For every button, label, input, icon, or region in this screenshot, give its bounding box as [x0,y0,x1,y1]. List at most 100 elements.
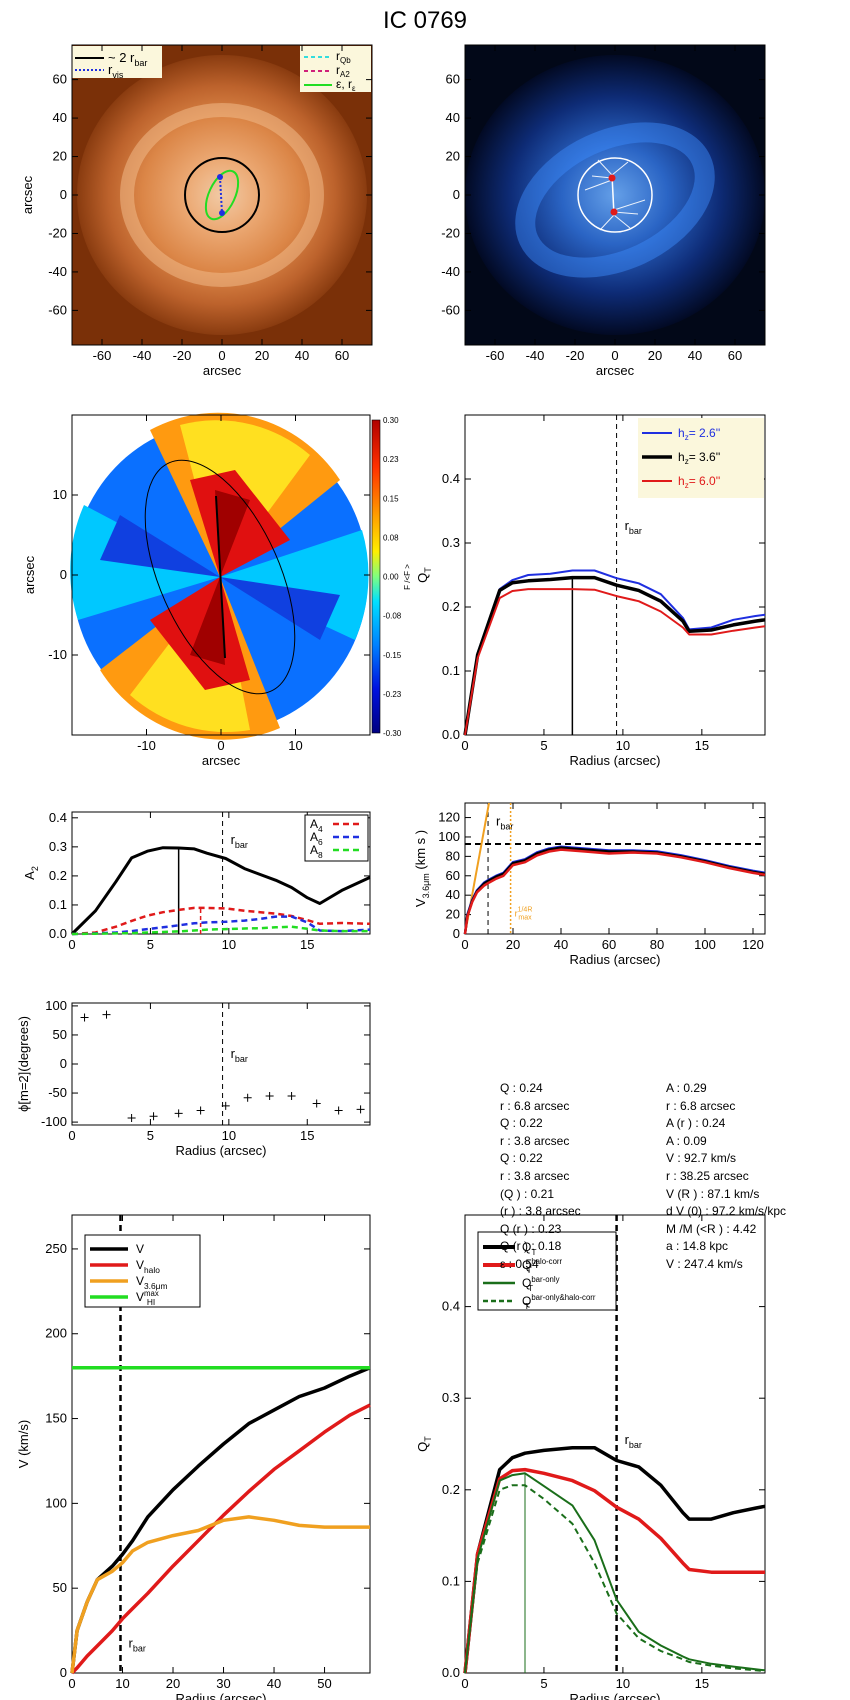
a-series-1 [71,906,371,936]
x-tick-label: 15 [300,937,314,952]
stat-a2max: A : 0.29 [666,1081,707,1095]
y-tick-label: -40 [441,264,460,279]
x-tick-label: 0 [611,348,618,363]
y-tick-label: 80 [446,848,460,863]
bar-radius-circle [184,157,260,233]
legend-label: V3.6μm [136,1274,167,1291]
y-tick-label: 0.1 [442,663,460,678]
stat-rqb: r : 6.8 arcsec [500,1098,570,1113]
x-axis-label: Radius (arcsec) [175,1691,266,1700]
y-tick-label: -10 [48,647,67,662]
y-tick-label: -40 [48,264,67,279]
stat-epsilon: ε : 0.54 [500,1256,539,1271]
y-tick-label: 100 [45,1495,67,1510]
y-tick-label: 20 [446,149,460,164]
colorbar-tick-label: 0.23 [383,455,399,464]
x-tick-label: 5 [147,937,154,952]
stat-a2-rbar: A (r ) : 0.24 [666,1116,726,1131]
legend-label: Vmax HI [136,1289,159,1307]
x-tick-label: 0 [217,738,224,753]
stat-qt-rbar: Q (r ) : 0.23 [500,1221,562,1236]
panel-phase-vs-radius: 0 5 10 15 -100 -50 0 50 100 Radius (arcsec) ϕ[m=2]… [16,998,371,1158]
y-tick-label: 250 [45,1241,67,1256]
x-axis-label: Radius (arcsec) [569,1691,660,1700]
v-series-2 [70,1515,370,1674]
y-tick-label: 60 [53,72,67,87]
rbar-label: rbar [128,1636,145,1654]
legend-label: Qbar-only T [522,1275,560,1293]
legend-label-rqb: rQb [336,49,351,65]
legend-label: hz= 6.0'' [678,474,720,490]
legend-label-ra2: rA2 [336,63,350,79]
y-tick-label: -100 [41,1114,67,1129]
heatmap-disk [70,412,369,740]
x-tick-label: 0 [461,937,468,952]
y-tick-label: 200 [45,1326,67,1341]
stat-qb-baronly: Q : 0.22 [500,1151,543,1166]
y-tick-label: 60 [446,868,460,883]
x-tick-label: 20 [506,937,520,952]
y-axis-label: V3.6μm (km s ) [413,830,431,907]
y-tick-label: 0 [60,1665,67,1680]
legend-label-eps: ε, rε [336,77,356,93]
y-tick-label: 0.4 [442,1299,460,1314]
x-tick-label: 15 [695,738,709,753]
legend-label: A4 [310,817,323,834]
y-tick-label: 40 [446,887,460,902]
x-tick-label: 0 [461,738,468,753]
x-tick-label: 100 [694,937,716,952]
stat-rqb-halo: r : 3.8 arcsec [500,1133,570,1148]
x-tick-label: 20 [648,348,662,363]
x-tick-label: 10 [222,1128,236,1143]
legend-label-2rbar: ~ 2 rbar [108,50,147,68]
y-tick-label: 120 [438,810,460,825]
x-tick-label: 60 [728,348,742,363]
stat-drv: d V (0) : 97.2 km/s/kpc [666,1204,787,1219]
stats-table: Q : 0.24 r : 6.8 arcsec Q : 0.22 r : 3.8… [500,1080,840,1280]
legend-box [84,1234,201,1308]
x-tick-label: 10 [115,1676,129,1691]
y-tick-label: 0.1 [49,897,67,912]
y-tick-label: 0.3 [442,1390,460,1405]
x-tick-label: 60 [335,348,349,363]
qt-corr-series-2 [464,1472,766,1674]
y-tick-label: 0.0 [442,727,460,742]
stat-rqb-baronly-halo: (r ) : 3.8 arcsec [500,1204,581,1219]
colorbar-tick-label: 0.30 [383,416,399,425]
legend-label: Vhalo [136,1258,160,1275]
y-tick-label: 100 [45,998,67,1013]
y-tick-label: -60 [48,302,67,317]
stat-ra2: r : 6.8 arcsec [666,1098,736,1113]
x-tick-label: 5 [540,738,547,753]
y-tick-label: 0.2 [49,868,67,883]
vel-series-2 [463,848,766,935]
plot-frame [464,1214,766,1674]
x-tick-label: 15 [695,1676,709,1691]
y-tick-label: 0 [60,187,67,202]
colorbar-tick-label: 0.15 [383,494,399,503]
panel-torque-map: 0.30 0.23 0.15 0.08 0.00 -0.08 -0.15 -0.23 -0.30… [22,412,412,768]
y-axis-label: QT [415,1436,433,1452]
x-axis-label: arcsec [203,363,242,378]
x-tick-label: 10 [222,937,236,952]
legend-label: hz= 3.6'' [678,450,720,466]
y-tick-label: 10 [53,487,67,502]
a-series-2 [71,915,371,936]
y-tick-label: 40 [446,110,460,125]
phase-point [356,1105,365,1114]
y-tick-label: 0.0 [442,1665,460,1680]
y-tick-label: 0.0 [49,926,67,941]
x-tick-label: 15 [300,1128,314,1143]
legend-label: A6 [310,830,323,847]
x-tick-label: 0 [68,1676,75,1691]
x-tick-label: 40 [688,348,702,363]
y-axis-label: A2 [22,866,40,880]
stats-col-left: Q : 0.24 r : 6.8 arcsec Q : 0.22 r : 3.8… [500,1080,581,1274]
x-tick-label: 0 [461,1676,468,1691]
y-axis-label: QT [415,567,433,583]
y-axis-label: V (km/s) [16,1420,31,1468]
panel-galaxy-image: ~ 2 rbar rvis rQb rA2 ε, rε -60 -40 -20 0 20… [20,44,373,378]
